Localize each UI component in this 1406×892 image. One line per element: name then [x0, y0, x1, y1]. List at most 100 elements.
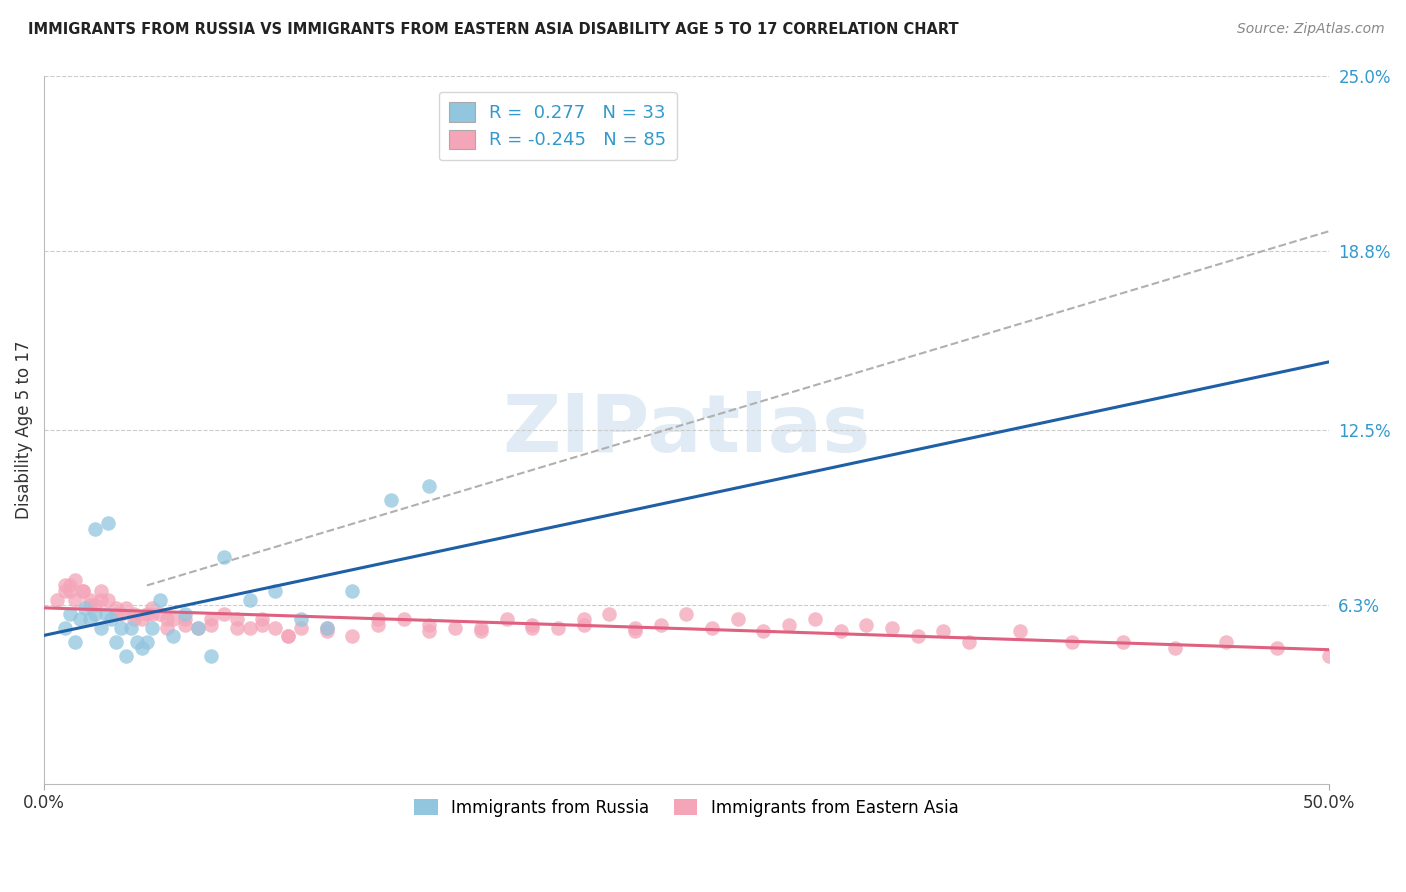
Point [162, 629, 184, 643]
Point [752, 624, 775, 638]
Point [200, 649, 222, 664]
Point [342, 584, 364, 599]
Point [125, 635, 148, 649]
Point [115, 601, 138, 615]
Point [79, 599, 101, 613]
Point [141, 601, 163, 615]
Point [149, 607, 172, 621]
Point [239, 621, 262, 635]
Point [264, 621, 287, 635]
Point [315, 621, 337, 635]
Point [804, 612, 827, 626]
Point [380, 493, 402, 508]
Point [277, 629, 299, 643]
Point [392, 612, 415, 626]
Point [200, 612, 222, 626]
Point [830, 624, 852, 638]
Point [174, 618, 197, 632]
Point [141, 607, 163, 621]
Point [105, 607, 128, 621]
Point [212, 550, 235, 565]
Point [46, 592, 69, 607]
Point [156, 621, 179, 635]
Point [418, 618, 440, 632]
Point [149, 592, 172, 607]
Point [1010, 624, 1032, 638]
Point [110, 621, 132, 635]
Point [495, 612, 517, 626]
Point [110, 607, 132, 621]
Point [598, 607, 620, 621]
Point [957, 635, 980, 649]
Point [572, 612, 595, 626]
Point [1112, 635, 1135, 649]
Point [72, 584, 94, 599]
Point [700, 621, 723, 635]
Point [174, 612, 197, 626]
Point [1060, 635, 1083, 649]
Legend: Immigrants from Russia, Immigrants from Eastern Asia: Immigrants from Russia, Immigrants from … [406, 790, 967, 825]
Point [675, 607, 697, 621]
Point [63, 573, 86, 587]
Point [174, 607, 197, 621]
Point [315, 621, 337, 635]
Point [97, 592, 120, 607]
Point [880, 621, 903, 635]
Point [105, 635, 128, 649]
Point [72, 584, 94, 599]
Point [200, 618, 222, 632]
Point [239, 592, 262, 607]
Point [69, 612, 91, 626]
Point [53, 584, 76, 599]
Point [90, 621, 112, 635]
Y-axis label: Disability Age 5 to 17: Disability Age 5 to 17 [15, 341, 32, 519]
Point [367, 612, 389, 626]
Point [522, 621, 544, 635]
Point [778, 618, 800, 632]
Point [122, 607, 145, 621]
Point [63, 592, 86, 607]
Point [315, 624, 337, 638]
Point [79, 592, 101, 607]
Point [1265, 640, 1288, 655]
Point [470, 621, 492, 635]
Point [624, 621, 647, 635]
Point [547, 621, 569, 635]
Point [187, 621, 209, 635]
Point [79, 612, 101, 626]
Point [97, 516, 120, 530]
Point [90, 584, 112, 599]
Point [84, 599, 107, 613]
Point [90, 592, 112, 607]
Point [141, 621, 163, 635]
Point [252, 612, 274, 626]
Point [342, 629, 364, 643]
Point [572, 618, 595, 632]
Point [131, 640, 153, 655]
Point [932, 624, 955, 638]
Point [59, 584, 82, 599]
Point [131, 612, 153, 626]
Point [290, 612, 312, 626]
Point [120, 621, 142, 635]
Point [115, 649, 138, 664]
Text: IMMIGRANTS FROM RUSSIA VS IMMIGRANTS FROM EASTERN ASIA DISABILITY AGE 5 TO 17 CO: IMMIGRANTS FROM RUSSIA VS IMMIGRANTS FRO… [28, 22, 959, 37]
Point [105, 601, 128, 615]
Point [187, 621, 209, 635]
Point [1163, 640, 1185, 655]
Point [59, 578, 82, 592]
Point [63, 635, 86, 649]
Point [1317, 649, 1340, 664]
Point [135, 635, 157, 649]
Point [225, 612, 247, 626]
Point [855, 618, 877, 632]
Text: Source: ZipAtlas.com: Source: ZipAtlas.com [1237, 22, 1385, 37]
Point [907, 629, 929, 643]
Point [1215, 635, 1237, 649]
Point [225, 621, 247, 635]
Point [84, 522, 107, 536]
Point [75, 601, 97, 615]
Point [94, 607, 117, 621]
Point [264, 584, 287, 599]
Point [212, 607, 235, 621]
